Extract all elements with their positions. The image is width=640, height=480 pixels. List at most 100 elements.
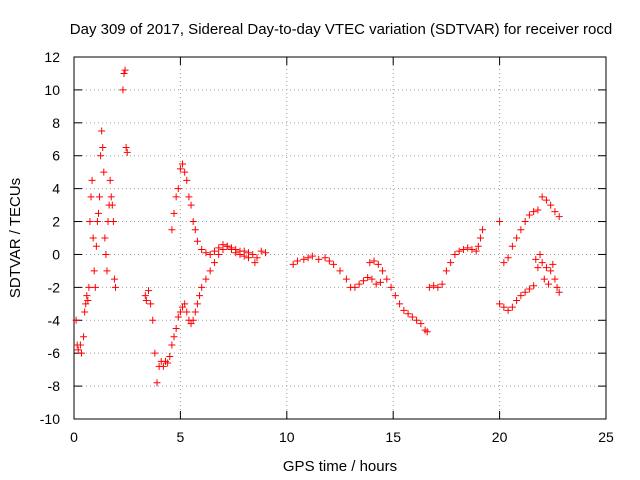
data-point (240, 252, 248, 260)
y-tick-label: 0 (52, 246, 60, 262)
data-point (244, 254, 252, 262)
data-point (122, 144, 130, 151)
data-point (215, 244, 223, 252)
data-point (359, 277, 367, 285)
data-point (176, 165, 184, 173)
data-point (455, 247, 463, 255)
data-point (325, 257, 333, 265)
data-point (236, 250, 244, 258)
data-point (84, 297, 92, 305)
data-point (170, 333, 178, 341)
data-point (451, 250, 459, 258)
data-point (251, 259, 259, 267)
data-point (549, 260, 557, 268)
data-point (542, 196, 550, 204)
data-point (121, 66, 129, 74)
data-point (391, 292, 399, 300)
data-point (417, 320, 425, 328)
data-point (293, 257, 301, 265)
data-point (442, 267, 450, 275)
x-axis-title: GPS time / hours (283, 458, 397, 475)
data-point (87, 193, 95, 201)
data-point (97, 152, 105, 160)
grid (74, 57, 606, 419)
data-point (555, 288, 563, 296)
data-point (202, 275, 210, 283)
data-point (330, 260, 338, 268)
data-point (210, 247, 218, 255)
data-point (370, 257, 378, 265)
data-point (108, 201, 116, 209)
data-point (86, 218, 94, 226)
y-tick-label: -6 (48, 345, 61, 361)
data-point (196, 292, 204, 300)
data-point (376, 278, 384, 286)
x-tick-label: 0 (70, 429, 78, 445)
data-point (262, 249, 270, 257)
data-point (545, 280, 553, 288)
data-point (181, 300, 189, 308)
data-point (500, 259, 508, 267)
data-point (94, 209, 102, 217)
data-point (525, 211, 533, 219)
data-point (172, 193, 180, 201)
data-point (538, 259, 546, 267)
data-point (198, 246, 206, 254)
data-point (193, 237, 201, 245)
data-point (191, 308, 199, 316)
data-point (191, 226, 199, 234)
data-point (413, 316, 421, 324)
data-point (92, 242, 100, 250)
data-point (168, 226, 176, 234)
data-point (76, 341, 84, 349)
data-point (321, 254, 329, 262)
data-point (153, 379, 161, 387)
data-point (85, 283, 93, 291)
data-point (538, 193, 546, 201)
data-point (99, 144, 107, 151)
x-tick-label: 15 (385, 429, 401, 445)
data-point (404, 310, 412, 318)
data-point (83, 292, 91, 300)
data-point (513, 297, 521, 305)
y-tick-label: -2 (48, 279, 61, 295)
data-point (91, 283, 99, 291)
chart-title: Day 309 of 2017, Sidereal Day-to-day VTE… (70, 21, 612, 38)
data-point (464, 244, 472, 252)
data-point (459, 246, 467, 254)
data-point (189, 316, 197, 324)
data-point (496, 300, 504, 308)
y-tick-label: 2 (52, 214, 60, 230)
data-point (447, 259, 455, 267)
data-point (81, 308, 89, 316)
data-point (223, 242, 231, 250)
data-point (551, 275, 559, 283)
data-point (74, 346, 82, 354)
data-point (179, 160, 187, 168)
data-point (183, 308, 191, 316)
data-point (185, 193, 193, 201)
data-point (227, 246, 235, 254)
data-point (551, 208, 559, 216)
data-point (206, 267, 214, 275)
data-series-sdtvar (72, 66, 563, 387)
y-tick-label: 4 (52, 181, 60, 197)
data-point (176, 308, 184, 316)
data-point (400, 306, 408, 314)
data-point (198, 283, 206, 291)
data-point (336, 267, 344, 275)
axis-ticks (73, 56, 607, 420)
data-point (379, 267, 387, 275)
data-point (168, 341, 176, 349)
data-point (366, 259, 374, 267)
data-point (103, 267, 111, 275)
data-point (555, 213, 563, 221)
data-point (206, 250, 214, 258)
data-point (172, 325, 180, 332)
data-point (102, 250, 110, 258)
y-tick-label: -4 (48, 312, 61, 328)
data-point (120, 69, 128, 77)
data-point (438, 280, 446, 288)
data-point (308, 252, 316, 260)
data-point (542, 264, 550, 272)
